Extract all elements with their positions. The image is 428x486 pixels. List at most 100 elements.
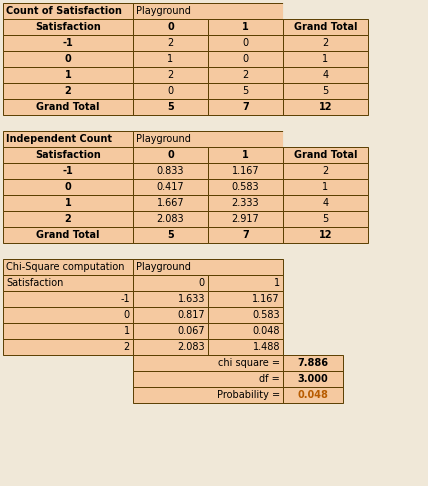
- Bar: [208, 307, 283, 323]
- Bar: [208, 211, 283, 227]
- Text: 0: 0: [242, 38, 249, 48]
- Bar: [283, 227, 368, 243]
- Text: 0: 0: [167, 22, 174, 32]
- Bar: [133, 67, 208, 83]
- Bar: [208, 19, 283, 35]
- Bar: [283, 195, 368, 211]
- Bar: [133, 3, 283, 19]
- Text: 7: 7: [242, 230, 249, 240]
- Text: Chi-Square computation: Chi-Square computation: [6, 262, 125, 272]
- Bar: [283, 51, 368, 67]
- Bar: [283, 387, 343, 403]
- Bar: [133, 35, 208, 51]
- Bar: [133, 83, 208, 99]
- Bar: [3, 211, 133, 227]
- Text: 2: 2: [242, 70, 249, 80]
- Text: 1.167: 1.167: [253, 294, 280, 304]
- Text: Satisfaction: Satisfaction: [6, 278, 63, 288]
- Bar: [133, 99, 208, 115]
- Bar: [283, 179, 368, 195]
- Bar: [3, 99, 133, 115]
- Text: Probability =: Probability =: [217, 390, 280, 400]
- Bar: [133, 355, 283, 371]
- Text: 0.817: 0.817: [177, 310, 205, 320]
- Bar: [3, 179, 133, 195]
- Bar: [208, 323, 283, 339]
- Text: Count of Satisfaction: Count of Satisfaction: [6, 6, 122, 16]
- Text: Grand Total: Grand Total: [294, 22, 357, 32]
- Text: 4: 4: [322, 198, 329, 208]
- Text: 0: 0: [242, 54, 249, 64]
- Text: 0.833: 0.833: [157, 166, 184, 176]
- Text: 1: 1: [65, 198, 71, 208]
- Bar: [283, 355, 343, 371]
- Bar: [133, 147, 208, 163]
- Bar: [283, 99, 368, 115]
- Bar: [208, 275, 283, 291]
- Bar: [133, 211, 208, 227]
- Text: 12: 12: [319, 230, 332, 240]
- Bar: [208, 99, 283, 115]
- Bar: [3, 163, 133, 179]
- Text: 5: 5: [242, 86, 249, 96]
- Text: 2: 2: [167, 70, 174, 80]
- Text: 1: 1: [65, 70, 71, 80]
- Text: Playground: Playground: [136, 134, 191, 144]
- Bar: [283, 19, 368, 35]
- Bar: [208, 227, 283, 243]
- Bar: [3, 3, 133, 19]
- Text: 1: 1: [322, 182, 329, 192]
- Bar: [283, 163, 368, 179]
- Text: 4: 4: [322, 70, 329, 80]
- Text: 1.167: 1.167: [232, 166, 259, 176]
- Bar: [208, 83, 283, 99]
- Bar: [3, 291, 133, 307]
- Bar: [283, 35, 368, 51]
- Text: Independent Count: Independent Count: [6, 134, 112, 144]
- Bar: [133, 131, 283, 147]
- Bar: [133, 227, 208, 243]
- Text: 2.083: 2.083: [157, 214, 184, 224]
- Text: 0.583: 0.583: [232, 182, 259, 192]
- Bar: [133, 195, 208, 211]
- Text: 2: 2: [167, 38, 174, 48]
- Bar: [133, 323, 208, 339]
- Bar: [133, 179, 208, 195]
- Bar: [133, 371, 283, 387]
- Bar: [208, 179, 283, 195]
- Text: 1: 1: [124, 326, 130, 336]
- Text: -1: -1: [120, 294, 130, 304]
- Text: Grand Total: Grand Total: [294, 150, 357, 160]
- Text: 0.067: 0.067: [177, 326, 205, 336]
- Bar: [283, 3, 368, 19]
- Bar: [133, 387, 283, 403]
- Text: 5: 5: [167, 102, 174, 112]
- Text: 5: 5: [322, 214, 329, 224]
- Bar: [3, 83, 133, 99]
- Bar: [3, 35, 133, 51]
- Text: Grand Total: Grand Total: [36, 102, 100, 112]
- Bar: [133, 339, 208, 355]
- Bar: [133, 19, 208, 35]
- Bar: [3, 339, 133, 355]
- Text: 12: 12: [319, 102, 332, 112]
- Text: 2.917: 2.917: [232, 214, 259, 224]
- Bar: [3, 227, 133, 243]
- Bar: [208, 67, 283, 83]
- Bar: [208, 291, 283, 307]
- Text: 1.633: 1.633: [178, 294, 205, 304]
- Text: 2: 2: [322, 166, 329, 176]
- Text: 2.083: 2.083: [177, 342, 205, 352]
- Text: 0.048: 0.048: [297, 390, 328, 400]
- Bar: [133, 259, 283, 275]
- Text: 3.000: 3.000: [297, 374, 328, 384]
- Text: 1.488: 1.488: [253, 342, 280, 352]
- Text: 1: 1: [167, 54, 174, 64]
- Bar: [133, 275, 208, 291]
- Text: Grand Total: Grand Total: [36, 230, 100, 240]
- Text: 1: 1: [274, 278, 280, 288]
- Bar: [208, 163, 283, 179]
- Text: 2: 2: [322, 38, 329, 48]
- Text: 1: 1: [322, 54, 329, 64]
- Bar: [133, 51, 208, 67]
